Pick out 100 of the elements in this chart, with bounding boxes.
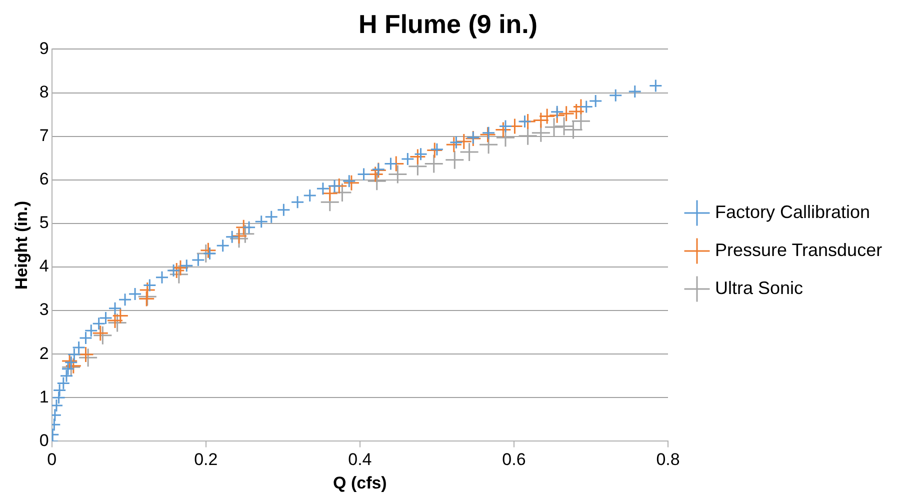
point: [343, 174, 360, 192]
point: [558, 105, 575, 122]
point: [588, 94, 602, 108]
point: [61, 352, 78, 370]
point: [142, 278, 156, 292]
point: [202, 246, 216, 260]
point: [518, 126, 538, 146]
legend-label: Factory Callibration: [715, 202, 870, 222]
point: [276, 203, 290, 217]
point: [216, 238, 230, 252]
x-axis-title: Q (cfs): [333, 473, 387, 492]
point: [498, 120, 512, 134]
point: [72, 340, 86, 354]
y-tick-label: 3: [39, 300, 49, 320]
point: [92, 324, 109, 342]
point: [482, 126, 496, 140]
point: [138, 290, 155, 308]
x-tick-label: 0.6: [502, 450, 526, 470]
point: [648, 79, 662, 93]
y-axis-title: Height (in.): [12, 200, 31, 290]
point: [460, 142, 480, 162]
point: [112, 308, 129, 324]
point: [64, 356, 78, 370]
point: [409, 148, 426, 166]
point: [332, 182, 352, 202]
point: [544, 117, 564, 137]
legend-label: Pressure Transducer: [715, 240, 882, 260]
x-tick-label: 0.8: [656, 450, 680, 470]
point: [65, 358, 82, 374]
point: [571, 111, 591, 131]
point: [322, 185, 338, 202]
point: [532, 112, 550, 128]
point: [92, 316, 106, 330]
y-tick-label: 7: [39, 126, 49, 145]
point: [92, 326, 112, 346]
point: [480, 126, 496, 143]
point: [608, 88, 622, 102]
point: [430, 142, 444, 156]
point: [77, 346, 94, 363]
point: [564, 120, 584, 140]
point: [550, 105, 564, 119]
y-tick-label: 8: [39, 82, 49, 102]
point: [108, 302, 122, 316]
point: [172, 260, 189, 276]
point: [518, 114, 532, 128]
point: [538, 108, 556, 125]
point: [568, 103, 585, 120]
point: [225, 230, 239, 244]
point: [446, 136, 462, 153]
point: [316, 182, 330, 196]
x-tick-label: 0.4: [348, 450, 372, 470]
y-tick-label: 1: [39, 387, 49, 406]
point: [84, 324, 98, 338]
y-tick-label: 6: [39, 170, 49, 189]
point: [139, 282, 156, 298]
y-tick-label: 9: [39, 38, 49, 58]
point: [235, 224, 255, 244]
point: [580, 100, 594, 114]
point: [449, 136, 463, 150]
point: [254, 214, 268, 228]
x-tick-label: 0.2: [194, 450, 218, 470]
point: [200, 242, 216, 259]
point: [290, 195, 304, 209]
point: [424, 154, 444, 174]
point: [388, 164, 408, 184]
y-tick-label: 2: [39, 344, 49, 363]
y-tick-label: 4: [39, 256, 49, 276]
point: [155, 270, 169, 284]
point: [494, 122, 512, 138]
point: [169, 264, 189, 284]
point: [180, 258, 194, 272]
chart-title: H Flume (9 in.): [358, 8, 538, 39]
point: [384, 157, 398, 170]
point: [342, 174, 356, 188]
point: [61, 362, 75, 376]
point: [78, 331, 92, 345]
y-tick-label: 0: [39, 430, 49, 450]
point: [191, 253, 205, 267]
point: [99, 311, 113, 325]
point: [78, 348, 98, 368]
point: [67, 348, 81, 362]
point: [426, 142, 443, 158]
point: [400, 152, 414, 166]
point: [108, 312, 128, 332]
point: [56, 376, 70, 390]
point: [357, 167, 371, 181]
point: [444, 150, 464, 170]
point: [52, 390, 66, 404]
point: [414, 147, 428, 161]
point: [328, 179, 342, 193]
point: [242, 220, 256, 234]
point: [166, 264, 180, 278]
point: [128, 287, 142, 301]
point: [60, 369, 74, 383]
point: [118, 292, 132, 306]
point: [52, 383, 66, 397]
point: [628, 84, 642, 98]
point: [106, 312, 124, 329]
point: [367, 171, 387, 191]
legend-label: Ultra Sonic: [715, 278, 804, 298]
